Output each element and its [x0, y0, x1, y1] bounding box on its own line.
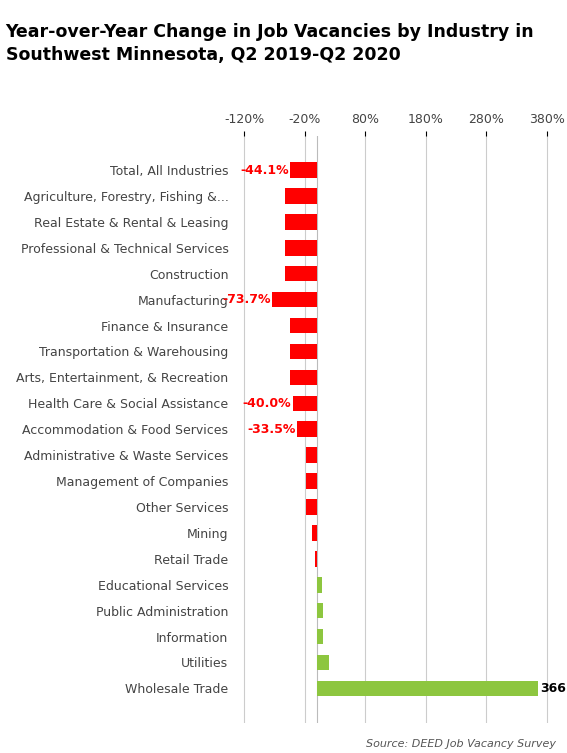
- Bar: [285, 240, 317, 255]
- Bar: [290, 343, 317, 359]
- Bar: [297, 422, 317, 437]
- Bar: [293, 395, 317, 411]
- Bar: [306, 499, 317, 515]
- Bar: [290, 162, 317, 178]
- Text: -73.7%: -73.7%: [222, 293, 271, 306]
- Bar: [315, 551, 317, 566]
- Bar: [317, 654, 329, 670]
- Text: 366.0%: 366.0%: [540, 682, 567, 695]
- Text: -40.0%: -40.0%: [243, 397, 291, 410]
- Bar: [290, 370, 317, 385]
- Bar: [317, 577, 321, 593]
- Bar: [306, 447, 317, 463]
- Text: Source: DEED Job Vacancy Survey: Source: DEED Job Vacancy Survey: [366, 739, 556, 749]
- Bar: [285, 266, 317, 282]
- Bar: [312, 525, 317, 541]
- Bar: [290, 318, 317, 334]
- Text: -44.1%: -44.1%: [240, 163, 289, 176]
- Bar: [317, 603, 323, 618]
- Bar: [285, 188, 317, 204]
- Bar: [317, 629, 323, 645]
- Bar: [317, 681, 538, 697]
- Text: -33.5%: -33.5%: [247, 422, 295, 436]
- Bar: [272, 292, 317, 307]
- Bar: [306, 474, 317, 489]
- Bar: [285, 214, 317, 230]
- Text: Year-over-Year Change in Job Vacancies by Industry in
Southwest Minnesota, Q2 20: Year-over-Year Change in Job Vacancies b…: [6, 23, 534, 64]
